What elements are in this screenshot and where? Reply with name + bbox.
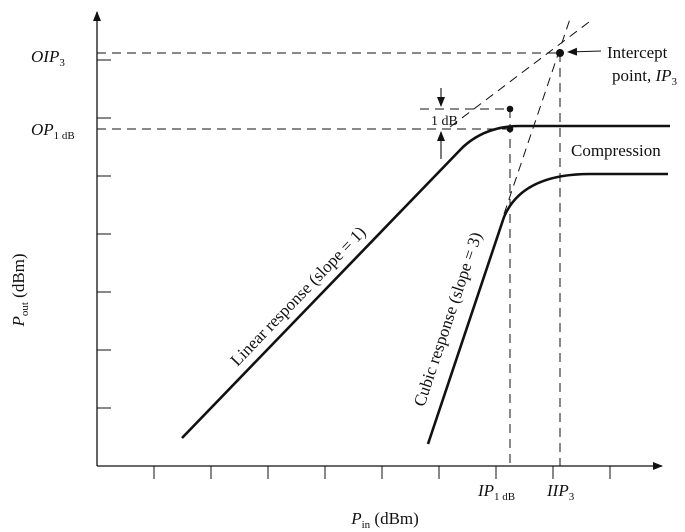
cubic-extrapolation-dashed (503, 15, 572, 215)
one-db-label: 1 dB (431, 114, 458, 129)
oip3-tick-label: OIP3 (31, 47, 65, 69)
linear-response-curve (181, 124, 670, 439)
intercept-label-line2: point, IP3 (612, 66, 678, 88)
intercept-arrow (567, 47, 602, 56)
cubic-response-curve (426, 172, 668, 445)
iip3-tick-label: IIP3 (546, 481, 575, 503)
op1db-tick-label: OP1 dB (31, 120, 75, 142)
y-axis-label: Pout (dBm) (9, 253, 31, 327)
x-tick-marks (153, 466, 611, 479)
linear-extrapolation-dashed (449, 18, 594, 128)
x-axis-label: Pin (dBm) (350, 509, 419, 531)
y-tick-marks (97, 59, 111, 409)
ip1db-tick-label: IP1 dB (477, 481, 515, 503)
linear-response-label: Linear response (slope = 1) (227, 223, 370, 370)
one-db-point-marker (506, 105, 514, 113)
compression-label: Compression (571, 141, 661, 160)
intercept-point-marker (556, 49, 564, 57)
intercept-label-line1: Intercept (607, 43, 668, 62)
op1db-point-marker (506, 125, 514, 133)
